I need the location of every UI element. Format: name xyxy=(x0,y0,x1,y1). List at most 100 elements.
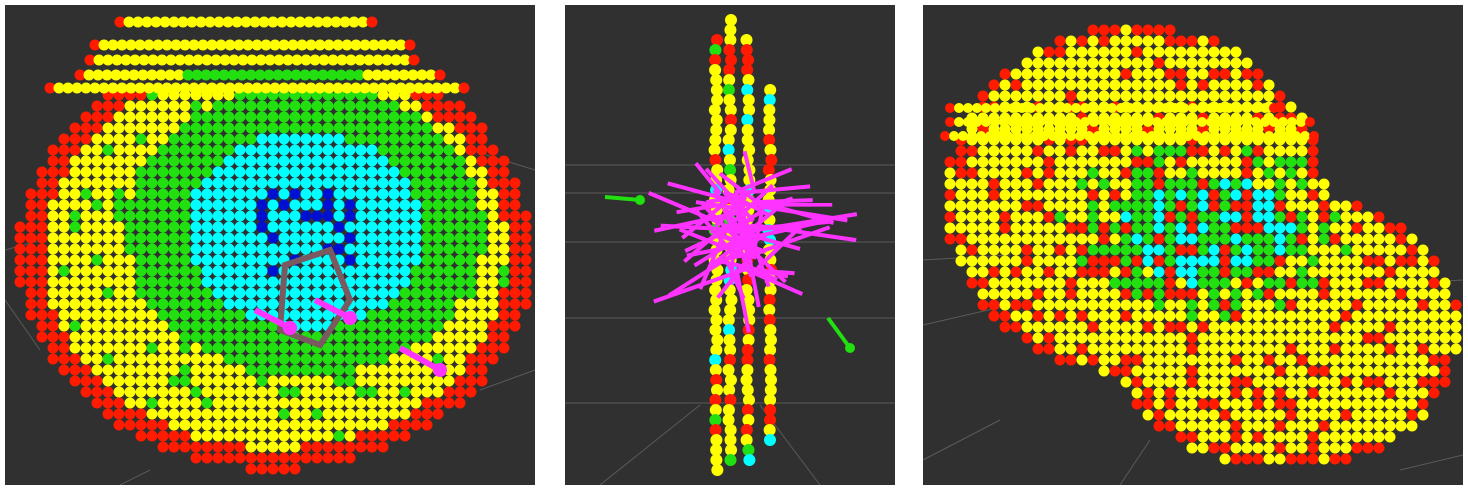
point xyxy=(1021,200,1033,212)
point xyxy=(333,386,345,398)
point xyxy=(355,408,367,420)
point xyxy=(1318,277,1330,289)
point xyxy=(91,122,103,134)
point xyxy=(1131,24,1143,36)
point xyxy=(321,16,333,28)
point xyxy=(399,254,411,266)
point xyxy=(58,331,70,343)
point xyxy=(1120,79,1132,91)
point xyxy=(1285,365,1297,377)
point xyxy=(709,54,722,66)
point xyxy=(332,82,344,94)
point xyxy=(157,276,169,288)
point xyxy=(223,122,235,134)
point xyxy=(388,199,400,211)
point xyxy=(1406,244,1418,256)
point xyxy=(1309,131,1319,141)
point xyxy=(1142,167,1154,179)
point xyxy=(245,221,257,233)
point xyxy=(1219,57,1231,69)
point xyxy=(458,82,470,94)
point xyxy=(357,16,369,28)
point xyxy=(80,221,92,233)
point xyxy=(1076,299,1088,311)
point xyxy=(1021,244,1033,256)
point xyxy=(1120,244,1132,256)
point xyxy=(399,188,411,200)
point xyxy=(1395,288,1407,300)
point xyxy=(1395,321,1407,333)
point xyxy=(988,266,1000,278)
point xyxy=(355,309,367,321)
point xyxy=(1241,266,1253,278)
point xyxy=(377,320,389,332)
point xyxy=(152,39,164,51)
point xyxy=(999,277,1011,289)
point xyxy=(399,166,411,178)
point xyxy=(322,122,334,134)
point xyxy=(476,320,488,332)
point xyxy=(1098,332,1110,344)
point xyxy=(168,254,180,266)
point xyxy=(399,364,411,376)
point xyxy=(988,233,1000,245)
point xyxy=(322,199,334,211)
point xyxy=(58,177,70,189)
point xyxy=(1252,365,1264,377)
point xyxy=(353,69,365,81)
point xyxy=(1296,277,1308,289)
point xyxy=(380,69,392,81)
point xyxy=(1098,178,1110,190)
point xyxy=(366,100,378,112)
point xyxy=(1054,277,1066,289)
point xyxy=(322,144,334,156)
point xyxy=(388,331,400,343)
point xyxy=(147,54,159,66)
point xyxy=(278,232,290,244)
point xyxy=(1164,277,1176,289)
point xyxy=(179,331,191,343)
point xyxy=(366,408,378,420)
point xyxy=(432,320,444,332)
point xyxy=(215,82,227,94)
point xyxy=(179,199,191,211)
point xyxy=(1219,46,1231,58)
point xyxy=(724,394,737,406)
point xyxy=(1175,354,1187,366)
point xyxy=(1340,277,1352,289)
point xyxy=(966,277,978,289)
point xyxy=(1071,103,1081,113)
point xyxy=(311,309,323,321)
point xyxy=(1252,233,1264,245)
point xyxy=(421,199,433,211)
point xyxy=(377,298,389,310)
point xyxy=(146,386,158,398)
point xyxy=(1197,178,1209,190)
point xyxy=(724,114,737,126)
point xyxy=(520,221,532,233)
point xyxy=(234,199,246,211)
point xyxy=(263,69,275,81)
point xyxy=(498,254,510,266)
point xyxy=(201,166,213,178)
point xyxy=(366,155,378,167)
point xyxy=(212,320,224,332)
point xyxy=(1043,68,1055,80)
point xyxy=(146,342,158,354)
point xyxy=(1252,376,1264,388)
point xyxy=(234,331,246,343)
point xyxy=(278,342,290,354)
point xyxy=(47,331,59,343)
point xyxy=(1142,310,1154,322)
point xyxy=(1428,255,1440,267)
point xyxy=(388,408,400,420)
point xyxy=(1032,145,1044,157)
point xyxy=(763,424,776,436)
point xyxy=(322,221,334,233)
point xyxy=(80,386,92,398)
point xyxy=(1362,332,1374,344)
point xyxy=(1210,131,1220,141)
point xyxy=(1373,420,1385,432)
point xyxy=(509,254,521,266)
point xyxy=(1252,332,1264,344)
